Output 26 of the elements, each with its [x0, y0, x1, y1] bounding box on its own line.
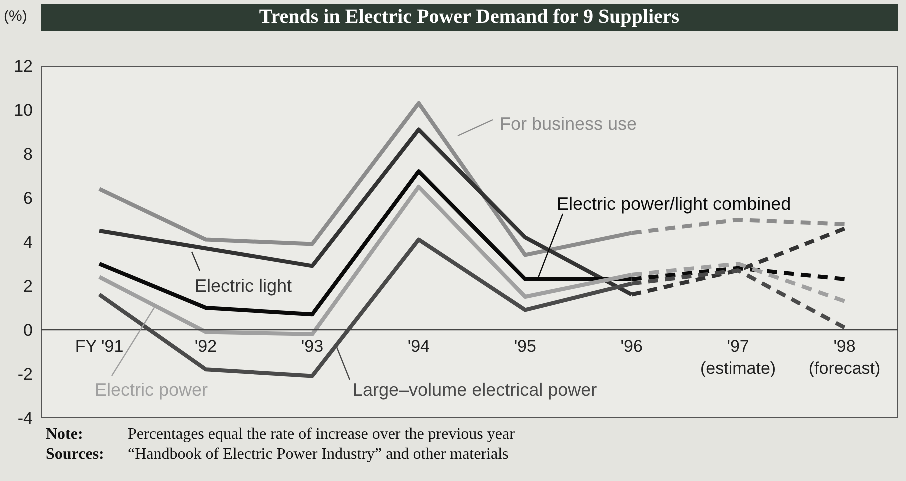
y-tick-label: 8	[24, 145, 33, 164]
x-tick-label: '93	[301, 337, 324, 356]
y-tick-label: 6	[24, 189, 33, 208]
y-axis-title: (%)	[4, 8, 28, 25]
x-tick-label: '94	[408, 337, 430, 356]
text: Electric power/light combined	[557, 194, 792, 214]
y-tick-label: 4	[24, 233, 33, 252]
y-tick-label: 12	[14, 57, 33, 76]
x-tick-label: '92	[194, 337, 218, 356]
y-tick-label: -4	[18, 409, 33, 428]
x-tick-label: '96	[620, 337, 643, 356]
chart-title: Trends in Electric Power Demand for 9 Suppliers	[41, 4, 898, 31]
legend-label: Electric light	[195, 276, 292, 296]
x-tick-label: '97 (estimate)	[700, 337, 776, 378]
text: Sources: “Handbook of Electric Power Industry” and other materials	[46, 446, 509, 463]
text: For business use	[500, 114, 638, 134]
x-tick-label: '98 (forecast)	[808, 337, 881, 378]
y-tick-label: -2	[18, 365, 33, 384]
x-tick-label: '95	[514, 337, 536, 356]
text: Electric power	[95, 380, 208, 400]
x-tick-label: FY '91	[75, 337, 124, 356]
text: Note: Percentages equal the rate of increase over the previous year	[46, 426, 515, 443]
legend-label: Large–volume electrical power	[353, 380, 598, 400]
y-tick-label: 10	[14, 101, 33, 120]
y-tick-label: 2	[24, 277, 33, 296]
y-tick-label: 0	[24, 321, 33, 340]
